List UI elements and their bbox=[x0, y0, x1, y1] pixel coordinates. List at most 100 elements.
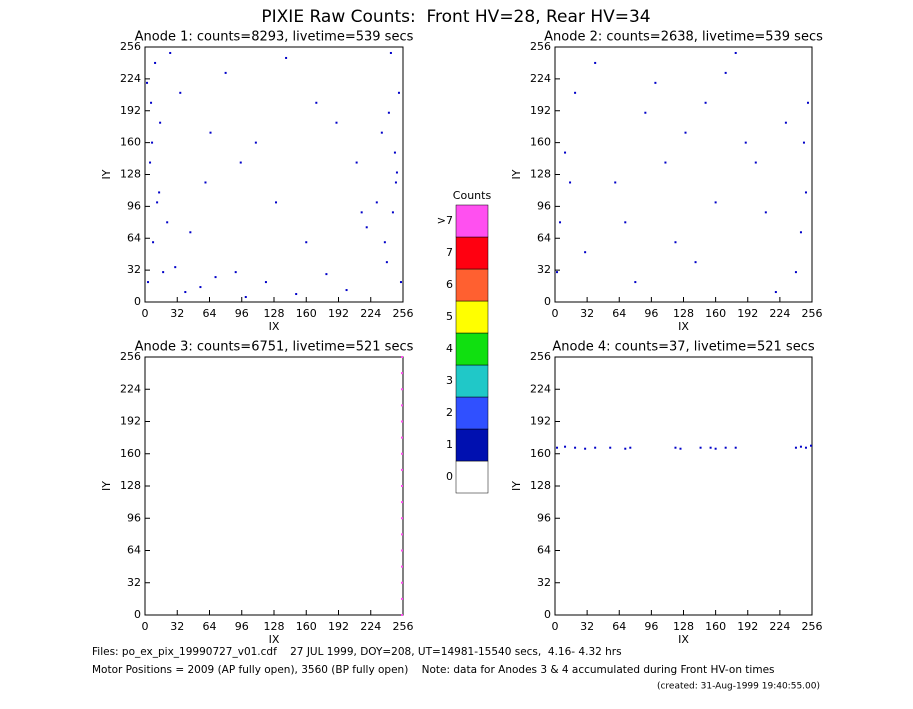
x-tick-label: 0 bbox=[142, 307, 149, 320]
y-axis-label: IY bbox=[100, 481, 113, 491]
data-point bbox=[400, 501, 403, 504]
y-tick-label: 128 bbox=[120, 168, 141, 181]
colorbar-label: 1 bbox=[446, 438, 453, 451]
data-point bbox=[239, 161, 242, 164]
data-point bbox=[709, 446, 712, 449]
data-point bbox=[400, 404, 403, 407]
data-point bbox=[584, 251, 587, 254]
data-point bbox=[559, 221, 562, 224]
data-point bbox=[556, 446, 559, 449]
data-point bbox=[400, 356, 403, 358]
data-point bbox=[209, 131, 212, 134]
data-point bbox=[254, 141, 257, 144]
data-point bbox=[214, 276, 217, 279]
colorbar-label: 5 bbox=[446, 310, 453, 323]
data-point bbox=[399, 281, 402, 284]
panel-title: Anode 1: counts=8293, livetime=539 secs bbox=[135, 30, 414, 45]
y-tick-label: 256 bbox=[120, 350, 141, 363]
y-tick-label: 32 bbox=[127, 576, 141, 589]
colorbar-swatch bbox=[455, 396, 489, 430]
data-point bbox=[654, 81, 657, 84]
data-point bbox=[629, 446, 632, 449]
y-tick-label: 128 bbox=[530, 479, 551, 492]
data-point bbox=[714, 447, 717, 450]
data-point bbox=[400, 565, 403, 568]
data-point bbox=[594, 446, 597, 449]
x-axis-label: IX bbox=[678, 320, 689, 333]
data-point bbox=[764, 211, 767, 214]
data-point bbox=[634, 281, 637, 284]
data-point bbox=[799, 231, 802, 234]
y-tick-label: 160 bbox=[530, 447, 551, 460]
page-title: PIXIE Raw Counts: Front HV=28, Rear HV=3… bbox=[261, 7, 650, 27]
data-point bbox=[400, 372, 403, 375]
x-tick-label: 256 bbox=[393, 307, 414, 320]
data-point bbox=[224, 71, 227, 74]
data-point bbox=[360, 211, 363, 214]
data-point bbox=[774, 291, 777, 294]
data-point bbox=[285, 56, 288, 59]
y-tick-label: 192 bbox=[530, 415, 551, 428]
x-tick-label: 64 bbox=[612, 620, 626, 633]
y-tick-label: 64 bbox=[537, 231, 551, 244]
y-tick-label: 192 bbox=[120, 104, 141, 117]
data-point bbox=[184, 291, 187, 294]
x-tick-label: 32 bbox=[170, 620, 184, 633]
data-point bbox=[734, 446, 737, 449]
x-tick-label: 64 bbox=[612, 307, 626, 320]
data-point bbox=[154, 61, 157, 64]
data-point bbox=[804, 191, 807, 194]
y-tick-label: 32 bbox=[537, 576, 551, 589]
data-point bbox=[234, 271, 237, 274]
data-point bbox=[809, 444, 812, 447]
x-tick-label: 160 bbox=[705, 620, 726, 633]
colorbar-label: >7 bbox=[437, 214, 453, 227]
data-point bbox=[385, 261, 388, 264]
data-point bbox=[400, 468, 403, 471]
y-axis-label: IY bbox=[100, 169, 113, 179]
data-point bbox=[158, 191, 161, 194]
data-point bbox=[189, 231, 192, 234]
data-point bbox=[345, 289, 348, 292]
data-point bbox=[149, 161, 152, 164]
y-tick-label: 32 bbox=[537, 263, 551, 276]
plot-frame bbox=[554, 46, 813, 303]
data-point bbox=[734, 51, 737, 54]
x-tick-label: 128 bbox=[673, 307, 694, 320]
colorbar-label: 2 bbox=[446, 406, 453, 419]
data-point bbox=[151, 141, 154, 144]
data-point bbox=[355, 161, 358, 164]
x-tick-label: 160 bbox=[705, 307, 726, 320]
footer-motor: Motor Positions = 2009 (AP fully open), … bbox=[92, 664, 775, 676]
y-tick-label: 0 bbox=[134, 608, 141, 621]
data-point bbox=[375, 201, 378, 204]
data-point bbox=[794, 446, 797, 449]
colorbar-swatch bbox=[455, 460, 489, 494]
data-point bbox=[624, 221, 627, 224]
data-point bbox=[714, 201, 717, 204]
y-tick-label: 96 bbox=[127, 511, 141, 524]
x-tick-label: 0 bbox=[552, 307, 559, 320]
x-tick-label: 96 bbox=[644, 307, 658, 320]
data-point bbox=[400, 581, 403, 584]
x-tick-label: 64 bbox=[203, 620, 217, 633]
y-tick-label: 64 bbox=[127, 544, 141, 557]
x-axis-label: IX bbox=[269, 320, 280, 333]
data-point bbox=[802, 141, 805, 144]
x-axis-label: IX bbox=[678, 633, 689, 646]
colorbar-swatch bbox=[455, 364, 489, 398]
colorbar-swatch bbox=[455, 300, 489, 334]
colorbar-swatch bbox=[455, 236, 489, 270]
data-point bbox=[724, 71, 727, 74]
y-tick-label: 128 bbox=[120, 479, 141, 492]
x-tick-label: 256 bbox=[393, 620, 414, 633]
x-tick-label: 224 bbox=[769, 307, 790, 320]
x-tick-label: 64 bbox=[203, 307, 217, 320]
data-point bbox=[152, 241, 155, 244]
footer-created: (created: 31-Aug-1999 19:40:55.00) bbox=[657, 682, 820, 692]
y-tick-label: 256 bbox=[120, 40, 141, 53]
x-tick-label: 192 bbox=[328, 307, 349, 320]
colorbar-label: 3 bbox=[446, 374, 453, 387]
data-point bbox=[383, 241, 386, 244]
y-tick-label: 160 bbox=[120, 136, 141, 149]
